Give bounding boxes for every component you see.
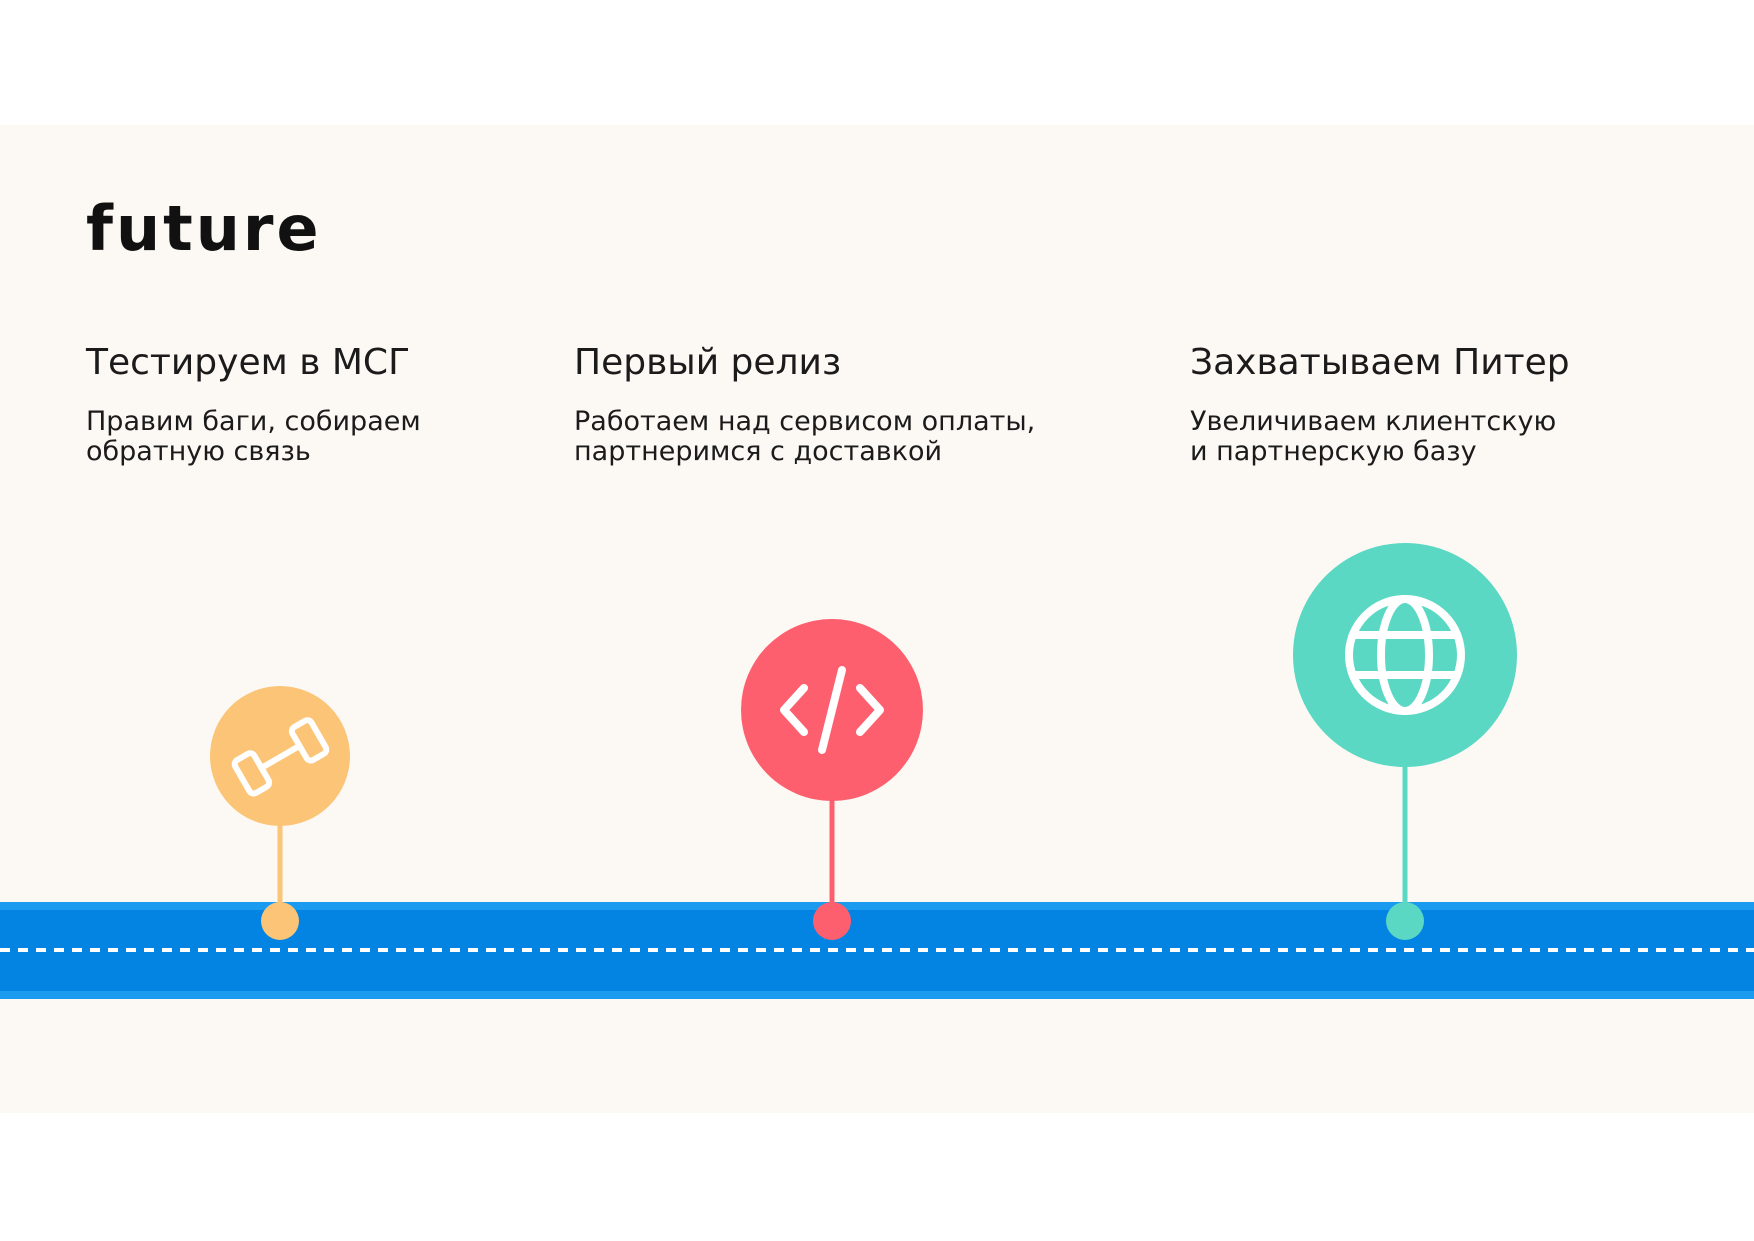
pin-3 xyxy=(1293,543,1517,940)
milestone-description: Работаем над сервисом оплаты, xyxy=(574,406,1036,437)
milestone-description: партнеримся с доставкой xyxy=(574,436,943,467)
pin-2 xyxy=(741,619,923,940)
milestone-description: и партнерскую базу xyxy=(1190,436,1477,467)
milestone-description: Правим баги, собираем xyxy=(86,406,421,437)
milestone-title: Тестируем в МСГ xyxy=(86,342,411,383)
milestone-description: обратную связь xyxy=(86,436,311,467)
milestone-title: Первый релиз xyxy=(574,342,842,383)
logo: future xyxy=(86,192,322,265)
pin-1 xyxy=(210,686,350,940)
milestone-description: Увеличиваем клиентскую xyxy=(1190,406,1557,437)
milestone-title: Захватываем Питер xyxy=(1190,342,1570,383)
